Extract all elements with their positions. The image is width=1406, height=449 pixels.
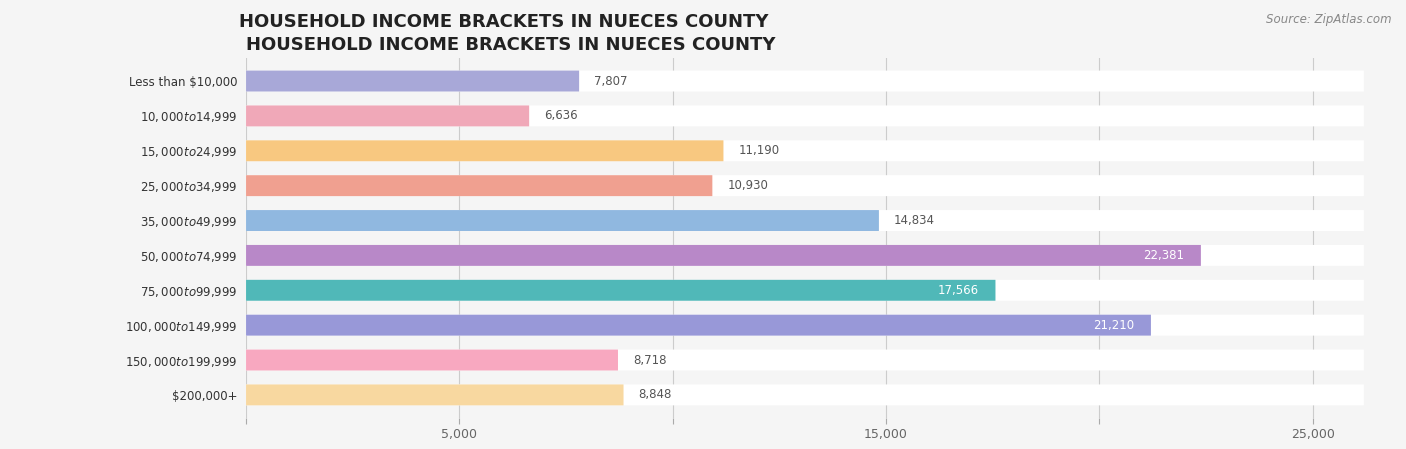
Text: 14,834: 14,834 bbox=[894, 214, 935, 227]
FancyBboxPatch shape bbox=[246, 141, 1364, 161]
Text: 6,636: 6,636 bbox=[544, 110, 578, 123]
FancyBboxPatch shape bbox=[246, 106, 1364, 126]
FancyBboxPatch shape bbox=[246, 106, 529, 126]
Text: HOUSEHOLD INCOME BRACKETS IN NUECES COUNTY: HOUSEHOLD INCOME BRACKETS IN NUECES COUN… bbox=[246, 36, 776, 54]
FancyBboxPatch shape bbox=[246, 315, 1364, 335]
Text: 7,807: 7,807 bbox=[595, 75, 627, 88]
FancyBboxPatch shape bbox=[246, 315, 1152, 335]
FancyBboxPatch shape bbox=[246, 210, 879, 231]
FancyBboxPatch shape bbox=[246, 70, 579, 92]
Text: 22,381: 22,381 bbox=[1143, 249, 1184, 262]
FancyBboxPatch shape bbox=[246, 280, 995, 301]
FancyBboxPatch shape bbox=[246, 245, 1364, 266]
FancyBboxPatch shape bbox=[246, 384, 623, 405]
FancyBboxPatch shape bbox=[246, 350, 619, 370]
FancyBboxPatch shape bbox=[246, 141, 724, 161]
FancyBboxPatch shape bbox=[246, 175, 1364, 196]
Text: Source: ZipAtlas.com: Source: ZipAtlas.com bbox=[1267, 13, 1392, 26]
Text: 17,566: 17,566 bbox=[938, 284, 979, 297]
FancyBboxPatch shape bbox=[246, 280, 1364, 301]
Text: 10,930: 10,930 bbox=[727, 179, 768, 192]
FancyBboxPatch shape bbox=[246, 350, 1364, 370]
Text: 21,210: 21,210 bbox=[1092, 319, 1133, 332]
FancyBboxPatch shape bbox=[246, 384, 1364, 405]
FancyBboxPatch shape bbox=[246, 70, 1364, 92]
FancyBboxPatch shape bbox=[246, 210, 1364, 231]
FancyBboxPatch shape bbox=[246, 245, 1201, 266]
Text: 8,718: 8,718 bbox=[633, 353, 666, 366]
Text: HOUSEHOLD INCOME BRACKETS IN NUECES COUNTY: HOUSEHOLD INCOME BRACKETS IN NUECES COUN… bbox=[239, 13, 769, 31]
Text: 11,190: 11,190 bbox=[738, 144, 779, 157]
FancyBboxPatch shape bbox=[246, 175, 713, 196]
Text: 8,848: 8,848 bbox=[638, 388, 672, 401]
